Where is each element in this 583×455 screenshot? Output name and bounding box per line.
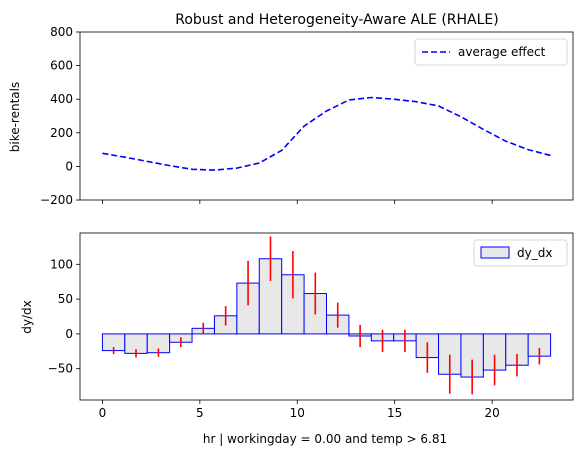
bottom-x-tick-label: 20 <box>484 406 499 420</box>
bottom-x-tick-label: 15 <box>387 406 402 420</box>
bottom-panel: −50 0 50 100 0 5 10 15 20 dy_dx <box>48 232 574 420</box>
top-y-tick-label: 400 <box>50 92 73 106</box>
bottom-x-tick-label: 0 <box>99 406 107 420</box>
top-y-tick-label: 600 <box>50 59 73 73</box>
chart-title: Robust and Heterogeneity-Aware ALE (RHAL… <box>175 12 498 28</box>
bottom-legend-bar-swatch <box>480 246 510 259</box>
bottom-y-tick-label: 50 <box>58 292 73 306</box>
top-y-tick-label: 0 <box>65 159 73 173</box>
bottom-y-tick-label: 100 <box>50 257 73 271</box>
top-y-axis-label: bike-rentals <box>8 82 22 153</box>
average-effect-line <box>102 96 551 171</box>
top-y-tick-label: −200 <box>40 193 73 207</box>
top-legend-label: average effect <box>458 45 546 59</box>
bottom-x-tick-label: 5 <box>196 406 204 420</box>
bottom-y-tick-label: −50 <box>48 362 73 376</box>
top-y-tick-label: 200 <box>50 126 73 140</box>
top-panel: −200 0 200 400 600 800 average effect <box>40 25 574 207</box>
bottom-x-axis-label: hr | workingday = 0.00 and temp > 6.81 <box>203 432 447 446</box>
bottom-y-axis-label: dy/dx <box>20 300 34 333</box>
bottom-y-tick-label: 0 <box>65 327 73 341</box>
bottom-legend-label: dy_dx <box>517 246 552 260</box>
bottom-legend: dy_dx <box>473 239 568 267</box>
bottom-axes-frame <box>79 232 574 401</box>
bottom-x-tick-label: 10 <box>290 406 305 420</box>
top-y-tick-label: 800 <box>50 25 73 39</box>
top-legend-box <box>414 38 568 66</box>
top-axes-frame <box>79 31 574 201</box>
top-legend: average effect <box>414 38 568 66</box>
